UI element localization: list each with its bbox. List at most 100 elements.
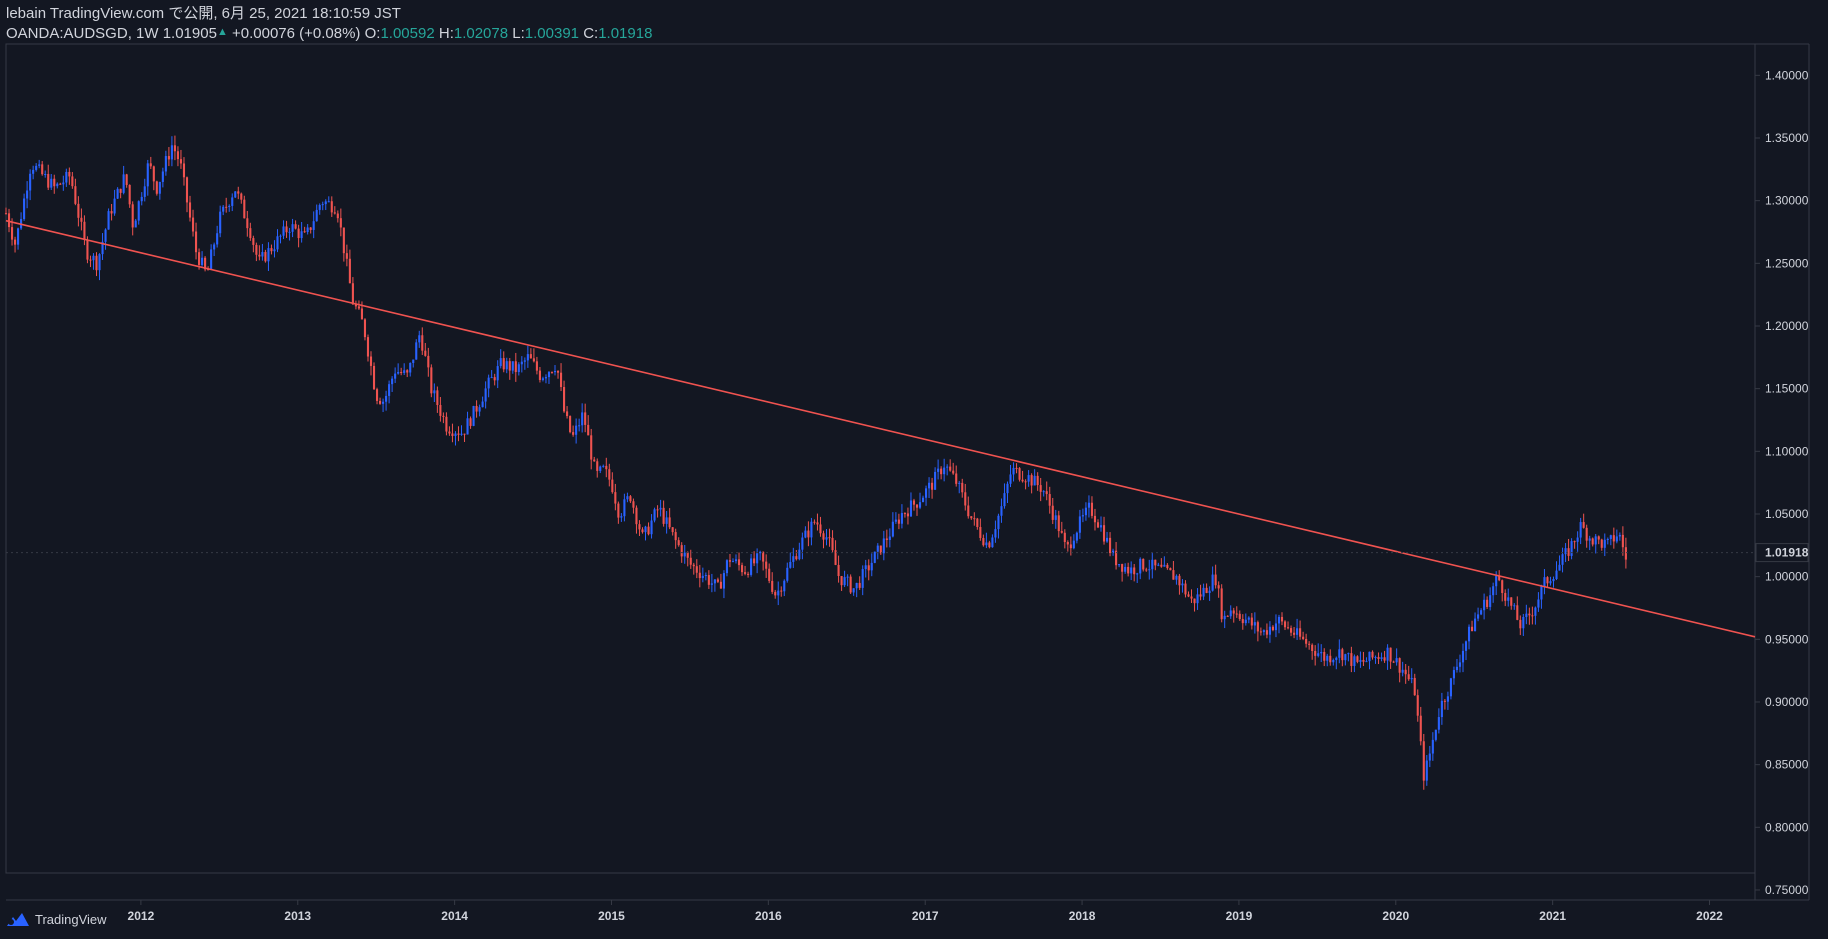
candle-down <box>1546 577 1549 584</box>
candle-down <box>1419 715 1422 742</box>
candle-down <box>1178 575 1181 586</box>
candle-down <box>270 248 273 252</box>
candle-down <box>641 529 644 533</box>
candle-up <box>620 516 623 518</box>
candle-up <box>1163 564 1166 567</box>
candle-down <box>10 227 14 240</box>
candle-up <box>216 233 219 245</box>
candle-up <box>943 467 946 475</box>
candle-down <box>204 257 207 270</box>
last-price-value: 1.01918 <box>1765 546 1809 560</box>
candle-up <box>210 249 213 270</box>
candle-down <box>1166 564 1169 569</box>
candle-down <box>686 552 689 558</box>
candle-down <box>1093 515 1097 523</box>
candle-down <box>1109 537 1112 554</box>
candle-up <box>1320 651 1323 654</box>
footer-brand[interactable]: TradingView <box>5 910 107 928</box>
candle-down <box>1235 613 1238 615</box>
candle-down <box>1048 494 1051 506</box>
candle-down <box>1504 592 1507 601</box>
candle-up <box>490 377 493 379</box>
candle-down <box>949 466 952 471</box>
candle-down <box>1299 628 1302 637</box>
candle-down <box>940 468 943 475</box>
candle-up <box>1075 532 1078 541</box>
candle-up <box>472 405 475 426</box>
candle-down <box>1160 564 1163 567</box>
symbol-text[interactable]: OANDA:AUDSGD <box>6 25 128 42</box>
candle-down <box>1582 522 1585 528</box>
price-tick-label: 1.20000 <box>1765 319 1809 333</box>
candle-down <box>1271 626 1275 631</box>
candle-down <box>584 412 587 425</box>
candle-down <box>747 573 750 575</box>
tradingview-logo-icon <box>7 913 29 926</box>
candle-down <box>1600 539 1603 548</box>
candle-up <box>1480 610 1483 615</box>
candle-up <box>1124 566 1127 572</box>
candle-down <box>771 580 774 592</box>
candle-up <box>602 465 605 467</box>
candle-up <box>1410 677 1413 680</box>
candle-down <box>1311 644 1314 651</box>
candle-down <box>906 513 910 517</box>
candle-up <box>1425 760 1428 781</box>
candle-up <box>1483 599 1486 611</box>
candle-down <box>194 231 198 253</box>
candle-down <box>768 568 771 581</box>
candle-up <box>1181 583 1184 586</box>
candle-down <box>1350 653 1353 666</box>
close-value: 1.01918 <box>598 25 653 42</box>
candle-down <box>1314 650 1317 656</box>
trendline[interactable] <box>5 219 1756 638</box>
candle-up <box>1552 579 1555 582</box>
candle-down <box>1142 558 1145 570</box>
candle-down <box>979 527 982 538</box>
candle-up <box>397 372 400 374</box>
candle-down <box>668 517 671 528</box>
candle-up <box>1326 655 1329 661</box>
candle-up <box>318 204 321 210</box>
price-axis[interactable]: 1.40000 1.35000 1.30000 1.25000 1.20000 1.150… <box>1755 68 1809 897</box>
candle-down <box>559 372 563 388</box>
price-tick-label: 0.95000 <box>1765 632 1809 646</box>
candle-down <box>1621 534 1624 548</box>
price-tick-label: 1.15000 <box>1765 382 1809 396</box>
candle-up <box>1458 662 1462 667</box>
candle-up <box>1401 669 1404 673</box>
candle-down <box>556 370 560 373</box>
candle-down <box>780 590 783 592</box>
candle-up <box>653 509 656 521</box>
candle-up <box>1618 534 1621 537</box>
candle-up <box>1072 540 1075 549</box>
interval-text[interactable]: 1W <box>136 25 159 42</box>
candle-down <box>330 201 333 213</box>
candle-down <box>816 522 819 525</box>
candle-up <box>1455 666 1459 671</box>
candle-up <box>777 590 780 596</box>
candle-up <box>701 575 704 579</box>
candle-down <box>351 283 354 305</box>
candle-up <box>861 569 864 588</box>
candle-up <box>391 378 394 385</box>
candle-up <box>1000 506 1003 516</box>
candle-down <box>185 177 189 203</box>
candle-up <box>924 488 928 498</box>
candle-down <box>372 365 376 390</box>
candle-down <box>1624 547 1627 560</box>
candle-down <box>1121 564 1124 572</box>
brand-name: TradingView <box>35 911 107 927</box>
candle-down <box>695 566 698 573</box>
time-axis[interactable]: 2012 2013 2014 2015 2016 2017 2018 2019 2020 2021… <box>128 900 1724 923</box>
candle-down <box>469 418 472 426</box>
candle-up <box>1576 537 1579 542</box>
candle-up <box>1054 515 1057 520</box>
candle-down <box>1154 559 1157 566</box>
candle-down <box>698 572 701 579</box>
candle-down <box>566 411 569 417</box>
candle-up <box>520 361 523 365</box>
candle-up <box>273 249 276 252</box>
candle-down <box>538 370 541 380</box>
